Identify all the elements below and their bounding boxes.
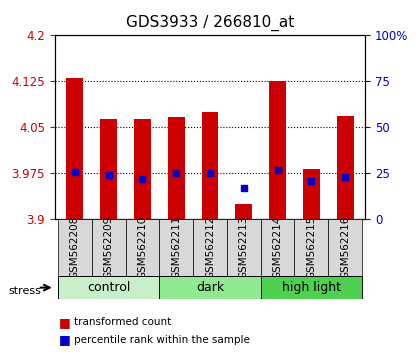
Text: transformed count: transformed count — [74, 317, 171, 327]
Bar — [202, 112, 218, 219]
FancyBboxPatch shape — [227, 219, 261, 276]
FancyBboxPatch shape — [159, 276, 261, 299]
Text: GSM562210: GSM562210 — [137, 216, 147, 279]
FancyBboxPatch shape — [126, 219, 159, 276]
FancyBboxPatch shape — [328, 219, 362, 276]
Text: stress: stress — [8, 286, 41, 296]
Bar — [100, 119, 117, 219]
Text: GSM562216: GSM562216 — [340, 216, 350, 280]
Text: percentile rank within the sample: percentile rank within the sample — [74, 335, 249, 345]
Text: GSM562213: GSM562213 — [239, 216, 249, 280]
Text: GSM562211: GSM562211 — [171, 216, 181, 280]
Bar — [303, 169, 320, 219]
Bar — [66, 78, 83, 219]
Text: GSM562215: GSM562215 — [306, 216, 316, 280]
FancyBboxPatch shape — [58, 219, 92, 276]
FancyBboxPatch shape — [193, 219, 227, 276]
Bar — [168, 117, 185, 219]
Text: dark: dark — [196, 281, 224, 294]
FancyBboxPatch shape — [58, 276, 159, 299]
Bar — [337, 116, 354, 219]
FancyBboxPatch shape — [261, 276, 362, 299]
Text: ■: ■ — [59, 316, 71, 329]
FancyBboxPatch shape — [294, 219, 328, 276]
Text: ■: ■ — [59, 333, 71, 346]
Bar — [269, 81, 286, 219]
Text: GSM562208: GSM562208 — [70, 216, 80, 279]
Text: GDS3933 / 266810_at: GDS3933 / 266810_at — [126, 15, 294, 31]
Text: control: control — [87, 281, 130, 294]
Text: high light: high light — [282, 281, 341, 294]
FancyBboxPatch shape — [159, 219, 193, 276]
FancyBboxPatch shape — [92, 219, 126, 276]
FancyBboxPatch shape — [261, 219, 294, 276]
Bar — [134, 119, 151, 219]
Text: GSM562212: GSM562212 — [205, 216, 215, 280]
Bar — [235, 204, 252, 219]
Text: GSM562209: GSM562209 — [104, 216, 114, 279]
Text: GSM562214: GSM562214 — [273, 216, 283, 280]
